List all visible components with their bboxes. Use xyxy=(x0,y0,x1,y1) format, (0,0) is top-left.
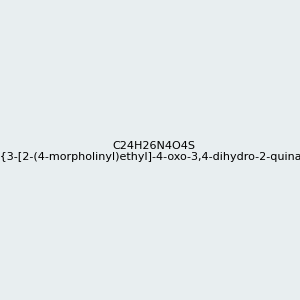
Text: C24H26N4O4S
N-(4-acetylphenyl)-2-({3-[2-(4-morpholinyl)ethyl]-4-oxo-3,4-dihydro-: C24H26N4O4S N-(4-acetylphenyl)-2-({3-[2-… xyxy=(0,141,300,162)
